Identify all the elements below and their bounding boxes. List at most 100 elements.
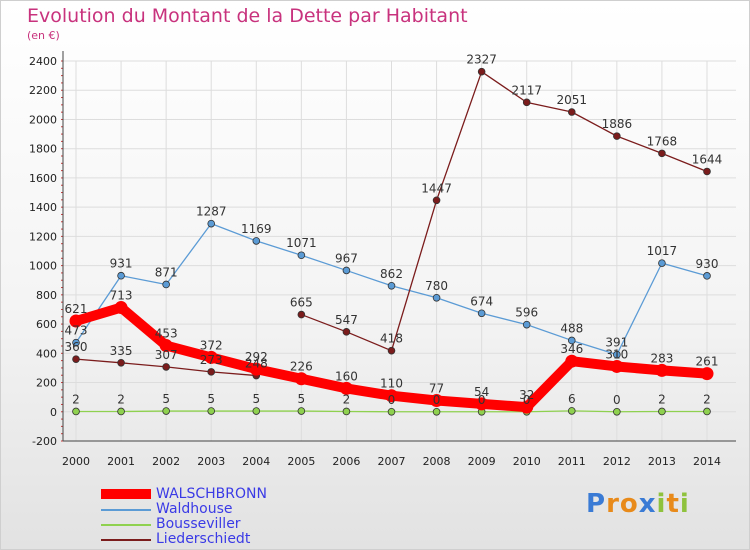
data-point-bousseviller [252, 407, 261, 415]
data-label-waldhouse: 1017 [647, 244, 678, 258]
data-point-walschbronn [700, 367, 714, 381]
data-point-waldhouse [162, 280, 170, 289]
data-point-bousseviller [387, 407, 396, 416]
data-point-liederschiedt [567, 108, 576, 116]
y-tick-label: 2200 [29, 84, 57, 97]
data-label-waldhouse: 862 [380, 267, 403, 281]
y-tick-label: 1800 [29, 143, 57, 156]
data-label-bousseviller: 0 [388, 393, 396, 407]
x-tick-label: 2000 [62, 455, 90, 468]
data-label-bousseviller: 0 [478, 393, 486, 407]
data-point-waldhouse [297, 251, 306, 260]
data-label-waldhouse: 473 [65, 324, 88, 338]
x-tick-label: 2005 [287, 455, 315, 468]
legend-item-liederschiedt: Liederschiedt [101, 531, 321, 547]
y-tick-label: 0 [50, 406, 57, 419]
data-label-bousseviller: 0 [613, 393, 621, 407]
legend-label-liederschiedt: Liederschiedt [156, 531, 251, 547]
data-label-bousseviller: 2 [343, 392, 351, 406]
data-point-bousseviller [658, 407, 666, 416]
y-tick-label: 1400 [29, 201, 57, 214]
data-point-liederschiedt [72, 355, 80, 363]
data-label-walschbronn: 226 [290, 360, 313, 374]
data-point-liederschiedt [342, 328, 351, 336]
chart-title: Evolution du Montant de la Dette par Hab… [27, 5, 468, 27]
data-label-bousseviller: 6 [568, 392, 576, 406]
x-tick-label: 2013 [648, 455, 676, 468]
data-point-liederschiedt [162, 363, 170, 371]
data-label-liederschiedt: 665 [290, 296, 313, 310]
data-label-walschbronn: 453 [155, 327, 178, 341]
data-label-waldhouse: 674 [470, 294, 493, 308]
legend-label-waldhouse: Waldhouse [156, 501, 233, 517]
x-tick-label: 2014 [693, 455, 721, 468]
y-tick-label: 200 [36, 377, 57, 390]
data-label-waldhouse: 391 [605, 336, 628, 350]
data-label-bousseviller: 0 [523, 393, 531, 407]
x-tick-label: 2012 [603, 455, 631, 468]
data-point-waldhouse [207, 219, 216, 228]
y-tick-label: 400 [36, 347, 57, 360]
data-point-walschbronn [204, 350, 218, 364]
data-point-walschbronn [655, 363, 669, 377]
series-line-liederschiedt [300, 71, 708, 352]
data-point-waldhouse [387, 281, 396, 290]
data-label-walschbronn: 32 [519, 388, 534, 402]
data-label-liederschiedt: 360 [65, 340, 88, 354]
data-label-walschbronn: 77 [429, 382, 444, 396]
data-point-waldhouse [432, 293, 441, 302]
data-label-waldhouse: 871 [155, 265, 178, 279]
data-point-liederschiedt [522, 98, 531, 107]
data-point-walschbronn [114, 301, 128, 315]
data-label-liederschiedt: 1447 [421, 181, 452, 195]
data-label-liederschiedt: 1768 [647, 134, 678, 148]
data-point-walschbronn [385, 389, 398, 403]
y-tick-label: 2000 [29, 113, 57, 126]
data-label-liederschiedt: 335 [110, 344, 133, 358]
data-label-liederschiedt: 273 [200, 353, 223, 367]
data-point-bousseviller [567, 407, 576, 415]
y-tick-label: 600 [36, 318, 57, 331]
data-point-bousseviller [342, 407, 351, 416]
data-label-walschbronn: 372 [200, 338, 223, 352]
data-label-liederschiedt: 307 [155, 348, 178, 362]
data-label-waldhouse: 931 [110, 257, 133, 271]
data-label-liederschiedt: 1886 [602, 117, 633, 131]
data-point-waldhouse [522, 320, 531, 329]
x-tick-label: 2008 [423, 455, 451, 468]
data-point-bousseviller [703, 407, 711, 416]
data-label-walschbronn: 713 [110, 289, 133, 303]
data-label-waldhouse: 1071 [286, 236, 317, 250]
chart-subtitle: (en €) [27, 29, 60, 42]
data-label-walschbronn: 310 [605, 347, 628, 361]
data-label-walschbronn: 621 [65, 302, 88, 316]
data-point-liederschiedt [387, 346, 396, 355]
data-point-walschbronn [159, 339, 173, 353]
data-label-liederschiedt: 248 [245, 357, 268, 371]
data-point-walschbronn [610, 359, 624, 373]
data-point-waldhouse [658, 259, 666, 267]
legend-item-walschbronn: WALSCHBRONN [101, 486, 321, 502]
data-label-waldhouse: 1287 [196, 205, 227, 219]
data-point-waldhouse [703, 272, 711, 280]
data-point-walschbronn [520, 400, 534, 414]
logo-letter: i [656, 489, 667, 519]
data-label-liederschiedt: 418 [380, 332, 403, 346]
legend-item-bousseviller: Bousseviller [101, 516, 321, 532]
data-label-liederschiedt: 2051 [557, 93, 588, 107]
data-label-walschbronn: 283 [650, 351, 673, 365]
data-point-waldhouse [342, 266, 351, 275]
data-point-waldhouse [117, 271, 125, 280]
x-tick-label: 2003 [197, 455, 225, 468]
data-label-waldhouse: 596 [515, 306, 538, 320]
data-point-walschbronn [565, 354, 579, 368]
data-point-liederschiedt [703, 167, 711, 176]
legend: WALSCHBRONN Waldhouse Bousseviller Liede… [101, 486, 321, 547]
logo-letter: r [606, 489, 620, 519]
data-label-walschbronn: 54 [474, 385, 489, 399]
data-label-liederschiedt: 2117 [511, 83, 542, 97]
legend-swatch-walschbronn [101, 489, 151, 499]
data-point-waldhouse [567, 336, 576, 345]
y-tick-label: 2400 [29, 55, 57, 68]
data-point-walschbronn [475, 397, 489, 411]
